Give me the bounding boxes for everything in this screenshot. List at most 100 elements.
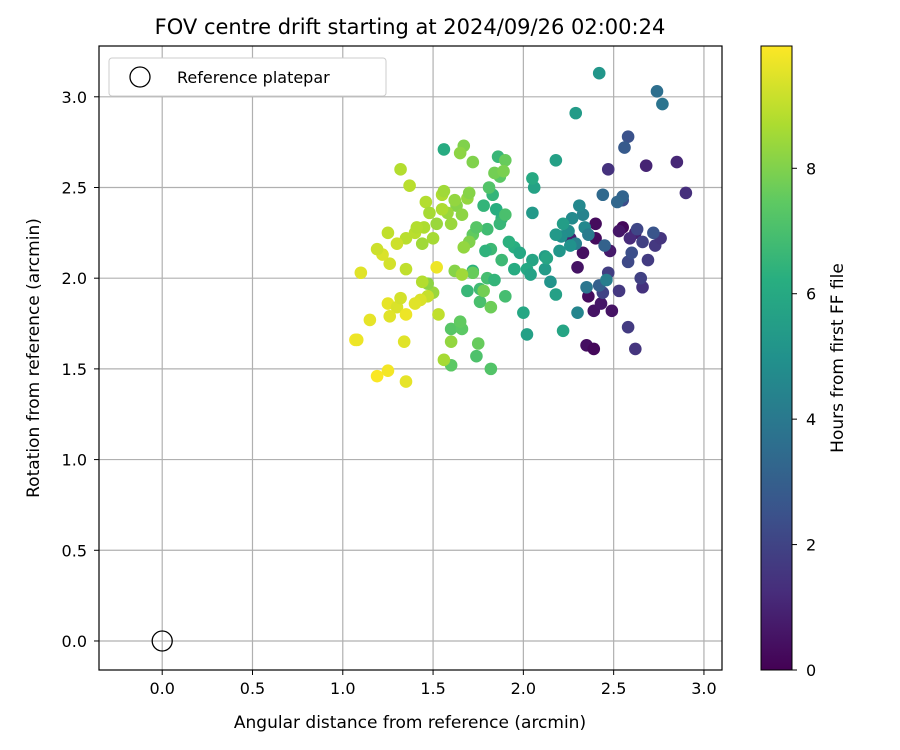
- data-point: [477, 284, 490, 298]
- reference-platepar-point: [151, 630, 173, 652]
- colorbar-tick-label: 6: [806, 285, 816, 304]
- data-point: [544, 275, 557, 289]
- data-point: [432, 308, 445, 321]
- x-tick-label: 2.5: [601, 679, 626, 698]
- data-point: [580, 280, 593, 294]
- data-point: [484, 362, 498, 376]
- y-tick-label: 1.5: [62, 360, 87, 379]
- data-point: [470, 221, 483, 234]
- data-point: [564, 239, 577, 252]
- x-axis-ticks: 0.0 0.5 1.0 1.5 2.0 2.5 3.0: [149, 670, 717, 698]
- y-axis-label: Rotation from reference (arcmin): [24, 218, 44, 498]
- data-point: [565, 212, 579, 225]
- colorbar-tick-label: 8: [806, 159, 816, 178]
- data-point: [600, 273, 613, 287]
- data-point: [576, 246, 590, 260]
- y-tick-label: 3.0: [62, 88, 87, 107]
- reference-platepar-marker: [151, 630, 173, 652]
- data-point: [399, 375, 413, 388]
- data-point: [497, 164, 510, 178]
- data-point: [477, 199, 490, 212]
- data-point: [488, 273, 501, 287]
- data-point: [540, 251, 554, 265]
- data-point: [495, 253, 508, 267]
- data-point: [612, 284, 626, 298]
- data-point: [370, 242, 384, 256]
- data-point: [399, 308, 413, 321]
- data-point: [363, 313, 377, 327]
- data-point: [403, 179, 416, 192]
- data-point: [473, 295, 487, 309]
- data-point: [493, 217, 507, 231]
- colorbar-gradient: [760, 45, 793, 671]
- data-point: [470, 349, 483, 363]
- data-point: [610, 195, 624, 209]
- data-point: [419, 195, 433, 209]
- data-point: [370, 369, 384, 383]
- data-point: [629, 342, 642, 356]
- data-points: [349, 66, 693, 388]
- data-point: [457, 241, 471, 254]
- data-point: [596, 188, 610, 202]
- data-point: [354, 266, 368, 280]
- data-point: [526, 172, 539, 185]
- data-point: [461, 284, 474, 298]
- x-tick-label: 2.0: [511, 679, 536, 698]
- data-point: [350, 333, 364, 347]
- colorbar: 0 2 4 6 8 Hours from first FF file: [760, 45, 848, 680]
- data-point: [605, 304, 619, 318]
- data-point: [621, 320, 635, 334]
- data-point: [423, 206, 436, 220]
- data-point: [571, 261, 584, 274]
- data-point: [594, 297, 608, 310]
- x-tick-label: 1.5: [420, 679, 445, 698]
- data-point: [520, 328, 534, 341]
- x-tick-label: 1.0: [330, 679, 355, 698]
- legend-label: Reference platepar: [177, 68, 330, 87]
- data-point: [569, 106, 583, 120]
- x-tick-label: 0.0: [149, 679, 174, 698]
- data-point: [383, 257, 397, 270]
- data-point: [556, 324, 570, 338]
- data-point: [455, 268, 469, 281]
- data-point: [601, 163, 615, 176]
- data-point: [656, 97, 669, 111]
- colorbar-label: Hours from first FF file: [828, 263, 848, 453]
- data-point: [435, 202, 449, 216]
- data-point: [489, 202, 503, 216]
- data-point: [394, 163, 407, 176]
- colorbar-tick-label: 0: [806, 661, 816, 680]
- data-point: [641, 253, 655, 267]
- data-point: [513, 246, 527, 260]
- data-point: [621, 130, 635, 143]
- y-tick-label: 0.0: [62, 632, 87, 651]
- data-point: [556, 217, 570, 231]
- data-point: [526, 206, 539, 220]
- data-point: [553, 244, 566, 258]
- data-point: [394, 291, 407, 305]
- data-point: [647, 226, 660, 240]
- y-tick-label: 0.5: [62, 541, 87, 560]
- x-axis-label: Angular distance from reference (arcmin): [234, 713, 586, 733]
- data-point: [444, 335, 458, 348]
- data-point: [618, 141, 631, 154]
- data-point: [381, 364, 395, 377]
- y-tick-label: 2.5: [62, 178, 87, 197]
- data-point: [430, 261, 443, 274]
- y-tick-label: 1.0: [62, 451, 87, 470]
- data-point: [415, 275, 429, 289]
- data-point: [499, 290, 512, 303]
- data-point: [453, 146, 467, 160]
- data-point: [592, 66, 606, 80]
- data-point: [549, 153, 563, 167]
- data-point: [437, 184, 451, 198]
- chart-title: FOV centre drift starting at 2024/09/26 …: [155, 15, 666, 39]
- legend: Reference platepar: [108, 57, 387, 97]
- data-point: [582, 228, 595, 241]
- data-point: [453, 315, 467, 329]
- data-point: [430, 217, 443, 231]
- data-point: [499, 153, 512, 167]
- data-point: [399, 262, 413, 276]
- data-point: [437, 143, 451, 156]
- legend-marker-circle: [129, 66, 151, 88]
